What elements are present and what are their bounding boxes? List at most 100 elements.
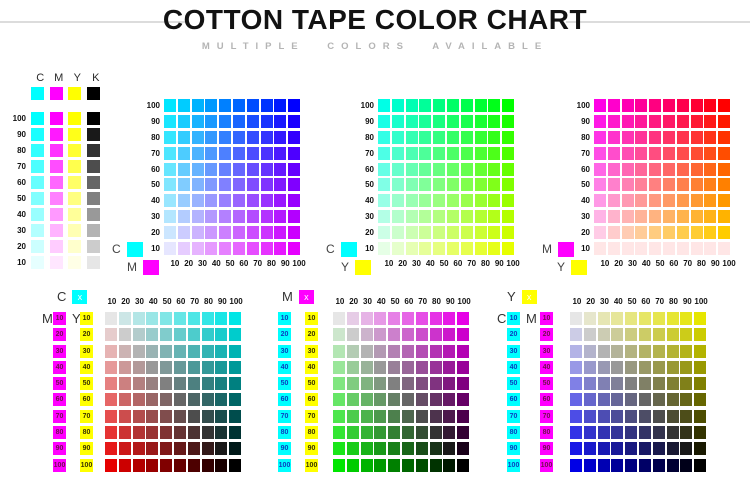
mix-cell: [374, 360, 387, 374]
mix-cell: [229, 393, 242, 407]
mix-cell: [635, 162, 648, 176]
mix-cell: [694, 442, 707, 456]
mix-cell: [177, 114, 190, 128]
mix-cell: [191, 178, 204, 192]
mix-cell: [690, 194, 703, 208]
mix-cell: [638, 393, 651, 407]
row-value-swatch: 90: [278, 442, 291, 456]
mix-cell: [146, 360, 159, 374]
mix-cell: [443, 312, 456, 325]
mix-grid-row: 20: [110, 226, 320, 240]
mix-cell: [391, 242, 404, 256]
mix-cell: [388, 344, 401, 358]
mix-cell: [594, 178, 606, 192]
mix-grid-row: [333, 442, 471, 456]
row-percent-label: 70: [581, 148, 590, 158]
color-swatch: [49, 112, 63, 125]
mix-grid-row: [105, 377, 243, 391]
mix-cell: [187, 393, 200, 407]
mix-cell: [260, 194, 273, 208]
mix-cell: [205, 210, 218, 224]
mix-cell: [457, 344, 470, 358]
mix-cell: [583, 344, 596, 358]
mix-cell: [246, 130, 259, 144]
row-value-swatch: 40: [540, 360, 553, 374]
mix-grid-row: [333, 312, 471, 325]
mix-cell: [607, 210, 620, 224]
col-percent-label: 30: [600, 297, 609, 306]
mix-cell: [474, 114, 487, 128]
mix-cell: [118, 426, 131, 440]
col-percent-label: 80: [432, 297, 441, 306]
row-value-swatch: 10: [53, 312, 66, 325]
mix-cell: [502, 130, 515, 144]
color-swatch: [86, 192, 100, 205]
mix-cell: [346, 360, 359, 374]
legend-color-swatch: [571, 260, 588, 275]
mix-cell: [638, 377, 651, 391]
mix-cell: [638, 344, 651, 358]
col-percent-label: 90: [445, 297, 455, 306]
mix-cell: [502, 178, 515, 192]
mix-cell: [201, 393, 214, 407]
mix-cell: [443, 409, 456, 423]
mix-grid-row: 90: [110, 114, 320, 128]
mix-cell: [105, 426, 117, 440]
mix-cell: [583, 409, 596, 423]
mix-grid-row: [333, 377, 471, 391]
mix-cell: [594, 194, 606, 208]
mix-cell: [391, 194, 404, 208]
color-swatch: [68, 208, 81, 221]
row-value-swatch: 80: [305, 426, 318, 440]
mix-cell: [457, 458, 470, 472]
mix-cell: [360, 393, 373, 407]
cmyk-key-block: C M Y K 100 90 80 70 60 50 40 30 20 10: [5, 72, 105, 272]
color-swatch: [31, 192, 44, 205]
cmyk-tint-row: 10: [5, 256, 105, 269]
mix-cell: [502, 226, 515, 240]
mix-cell: [187, 360, 200, 374]
mix-cell: [374, 393, 387, 407]
row-value-swatch: 50: [507, 377, 520, 391]
mix-cell: [274, 194, 287, 208]
mix-cell: [346, 377, 359, 391]
mix-cell: [457, 377, 470, 391]
mix-cell: [666, 409, 679, 423]
mix-cell: [429, 458, 442, 472]
mix-cell: [146, 393, 159, 407]
mix-cell: [718, 114, 731, 128]
col-percent-label: 100: [694, 297, 708, 306]
row-percent-label: 30: [581, 212, 590, 222]
mix-cell: [460, 130, 473, 144]
mix-chart-m-y: 100 90 80 70 60 50 40 30 20 10 10 20 30 40 50 60 70 80 90 1…: [540, 92, 750, 284]
col-percent-label: 100: [229, 297, 243, 306]
mix-cell: [288, 242, 301, 256]
mix-cell: [346, 458, 359, 472]
mix-cell: [460, 162, 473, 176]
legend-color-swatch: [340, 242, 357, 257]
mix-cell: [333, 312, 345, 325]
mix-cell: [594, 226, 606, 240]
mix-cell: [433, 242, 446, 256]
color-swatch: [31, 112, 44, 125]
mix-cell: [635, 99, 648, 112]
mix-cell: [246, 210, 259, 224]
row-percent-label: 80: [151, 132, 160, 142]
mix-cell: [676, 114, 689, 128]
mix-cell: [177, 146, 190, 160]
legend-row: Y: [557, 260, 588, 275]
mix-grid-row: 20: [324, 226, 534, 240]
mix-cell: [215, 458, 228, 472]
mix-cell: [446, 210, 459, 224]
mix-cell: [429, 409, 442, 423]
color-swatch: [31, 128, 44, 141]
mix-cell: [132, 360, 145, 374]
mix-cell: [625, 442, 638, 456]
mix-cell: [621, 99, 634, 112]
mix-cell: [118, 409, 131, 423]
mix-grid-row: 80: [540, 130, 750, 144]
mix-cell: [401, 409, 414, 423]
cmyk-tint-row: 90: [5, 128, 105, 141]
cmyk-full-strength-row: [5, 87, 105, 100]
row-value-swatch: 50: [80, 377, 93, 391]
